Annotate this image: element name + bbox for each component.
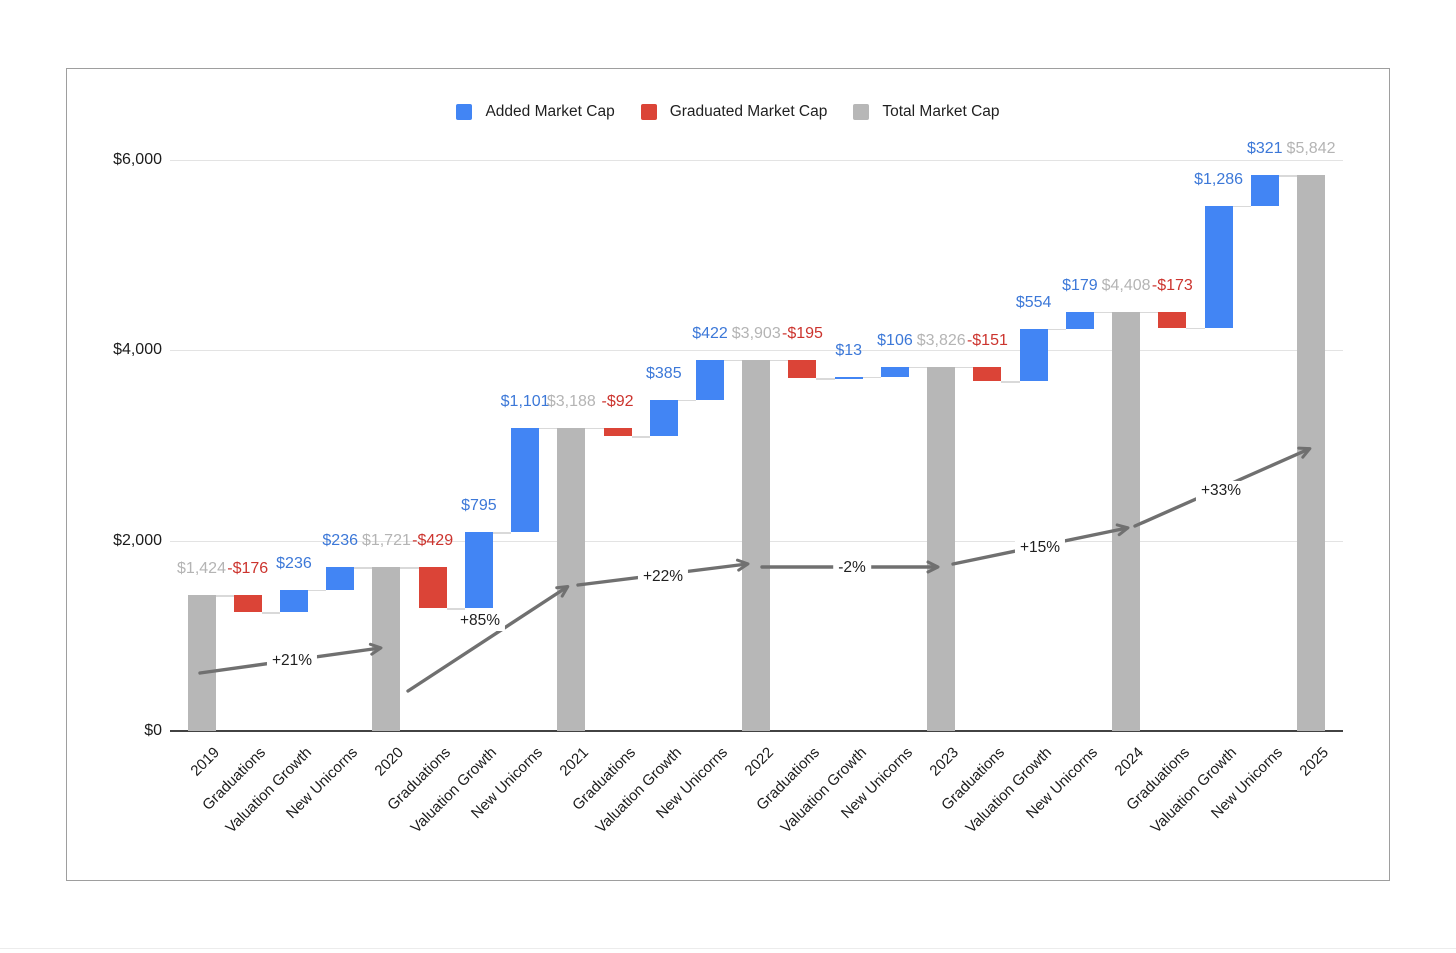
waterfall-connector [446, 608, 465, 610]
total-bar[interactable] [927, 366, 956, 731]
bar-value-label: $385 [646, 364, 682, 382]
waterfall-connector [354, 567, 373, 569]
waterfall-connector [1278, 175, 1297, 177]
legend-item[interactable]: Graduated Market Cap [640, 103, 828, 121]
bar-value-label: $106 [877, 331, 913, 349]
bar-value-label: $1,424 [177, 560, 226, 578]
y-axis-tick-label: $4,000 [113, 341, 162, 359]
waterfall-connector [908, 366, 928, 369]
bar-value-label: $554 [1015, 293, 1052, 311]
legend-label: Added Market Cap [485, 103, 615, 120]
bar-value-label: $179 [1062, 276, 1098, 294]
waterfall-connector [1047, 328, 1066, 331]
decrease-bar[interactable] [788, 359, 817, 379]
increase-bar[interactable] [834, 376, 863, 379]
bar-value-label: $1,101 [500, 392, 550, 410]
total-bar[interactable] [742, 359, 771, 731]
waterfall-connector [539, 427, 558, 430]
waterfall-connector [585, 427, 604, 430]
bar-value-label: $236 [276, 554, 312, 572]
y-axis-tick-label: $2,000 [113, 531, 162, 549]
increase-bar[interactable] [1204, 205, 1233, 328]
gridline [170, 160, 1343, 161]
bar-value-label: -$176 [227, 560, 269, 578]
waterfall-connector [955, 366, 974, 369]
increase-bar[interactable] [326, 567, 355, 590]
bar-value-label: -$429 [412, 532, 454, 550]
increase-bar[interactable] [1065, 311, 1094, 329]
total-bar[interactable] [1297, 175, 1326, 731]
chart-legend: Added Market Cap Graduated Market Cap Tota… [66, 103, 1390, 121]
decrease-bar[interactable] [233, 595, 262, 613]
bar-value-label: -$92 [601, 392, 634, 410]
y-axis-tick-label: $6,000 [113, 151, 162, 168]
bar-value-label: -$151 [966, 331, 1008, 349]
bar-value-label: $1,286 [1194, 170, 1244, 188]
bar-value-label: $3,188 [546, 392, 596, 410]
waterfall-connector [215, 595, 234, 597]
increase-bar[interactable] [880, 366, 909, 377]
waterfall-connector [307, 589, 327, 592]
bar-value-label: -$173 [1151, 276, 1193, 294]
waterfall-connector [677, 399, 697, 402]
waterfall-connector [1232, 205, 1251, 208]
total-bar[interactable] [187, 595, 216, 731]
bar-value-label: $321 [1246, 140, 1283, 158]
growth-percent-label: +85% [454, 611, 506, 631]
growth-percent-label: +22% [637, 567, 689, 587]
waterfall-connector [1001, 381, 1020, 383]
increase-bar[interactable] [279, 589, 308, 613]
waterfall-connector [816, 378, 835, 380]
total-bar[interactable] [1112, 311, 1141, 731]
waterfall-connector [770, 359, 789, 362]
increase-bar[interactable] [1019, 328, 1048, 382]
increase-bar[interactable] [696, 359, 725, 400]
increase-bar[interactable] [649, 399, 678, 437]
waterfall-connector [724, 359, 743, 362]
waterfall-connector [1093, 311, 1113, 313]
waterfall-connector [1140, 311, 1159, 313]
growth-percent-label: +21% [266, 651, 318, 671]
legend-swatch-icon [853, 104, 870, 120]
legend-label: Total Market Cap [882, 103, 1000, 120]
bar-value-label: $3,826 [916, 331, 966, 349]
total-bar[interactable] [372, 567, 401, 731]
growth-percent-label: -2% [833, 558, 871, 578]
bar-value-label: $236 [322, 532, 358, 550]
legend-swatch-icon [456, 104, 473, 120]
decrease-bar[interactable] [418, 567, 447, 609]
bar-value-label: $4,408 [1101, 276, 1151, 294]
bar-value-label: $3,903 [731, 324, 781, 342]
bar-value-label: $5,842 [1286, 140, 1336, 158]
y-axis-tick-label: $0 [144, 722, 162, 739]
x-axis-line [170, 730, 1343, 732]
decrease-bar[interactable] [1158, 311, 1187, 328]
growth-percent-label: +33% [1195, 481, 1247, 501]
bar-value-label: $422 [692, 324, 728, 342]
gridline [170, 350, 1343, 352]
bar-value-label: $795 [461, 497, 497, 515]
bar-value-label: $1,721 [361, 532, 411, 550]
waterfall-connector [1186, 327, 1205, 330]
bar-value-label: $13 [835, 341, 863, 359]
growth-percent-label: +15% [1014, 538, 1066, 558]
legend-item[interactable]: Total Market Cap [853, 103, 1000, 121]
legend-swatch-icon [640, 104, 657, 120]
waterfall-connector [631, 436, 650, 438]
legend-item[interactable]: Added Market Cap [456, 103, 615, 121]
decrease-bar[interactable] [603, 427, 632, 437]
increase-bar[interactable] [1250, 175, 1279, 206]
increase-bar[interactable] [511, 427, 540, 533]
bottom-divider [0, 948, 1456, 949]
bar-value-label: -$195 [782, 324, 823, 342]
waterfall-connector [400, 567, 419, 569]
total-bar[interactable] [557, 427, 586, 731]
decrease-bar[interactable] [973, 366, 1002, 382]
legend-label: Graduated Market Cap [669, 103, 828, 120]
waterfall-connector [492, 532, 512, 534]
waterfall-connector [862, 376, 881, 379]
waterfall-connector [261, 612, 280, 614]
